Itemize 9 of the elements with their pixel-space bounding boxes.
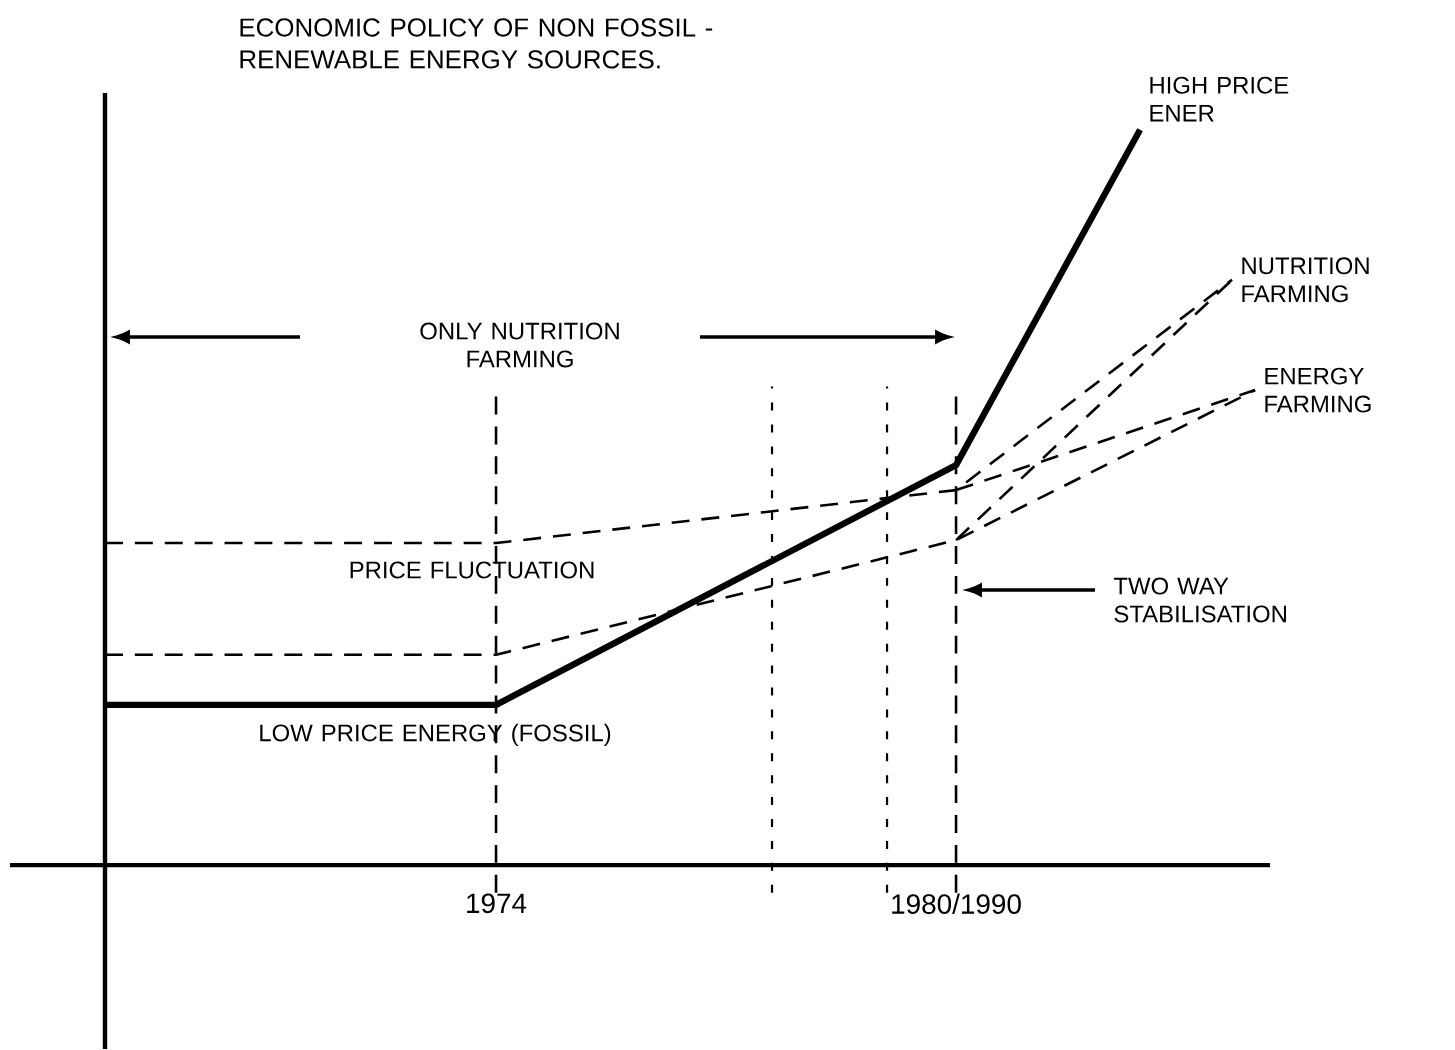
x-tick-label: 1974 <box>467 893 527 914</box>
annotation: TWO WAY STABILISATION <box>1113 577 1286 623</box>
annotation: ONLY NUTRITION FARMING <box>420 322 619 368</box>
annotation: PRICE FLUCTUATION <box>350 561 594 579</box>
chart-title: ECONOMIC POLICY OF NON FOSSIL - RENEWABLE ENERGY SOURCES. <box>240 18 713 69</box>
series-label: ENERGY FARMING <box>1265 367 1371 413</box>
series-label: HIGH PRICE ENER <box>1150 76 1289 122</box>
x-tick-label: 1980/1990 <box>892 893 1021 914</box>
series-label: NUTRITION FARMING <box>1242 257 1369 303</box>
